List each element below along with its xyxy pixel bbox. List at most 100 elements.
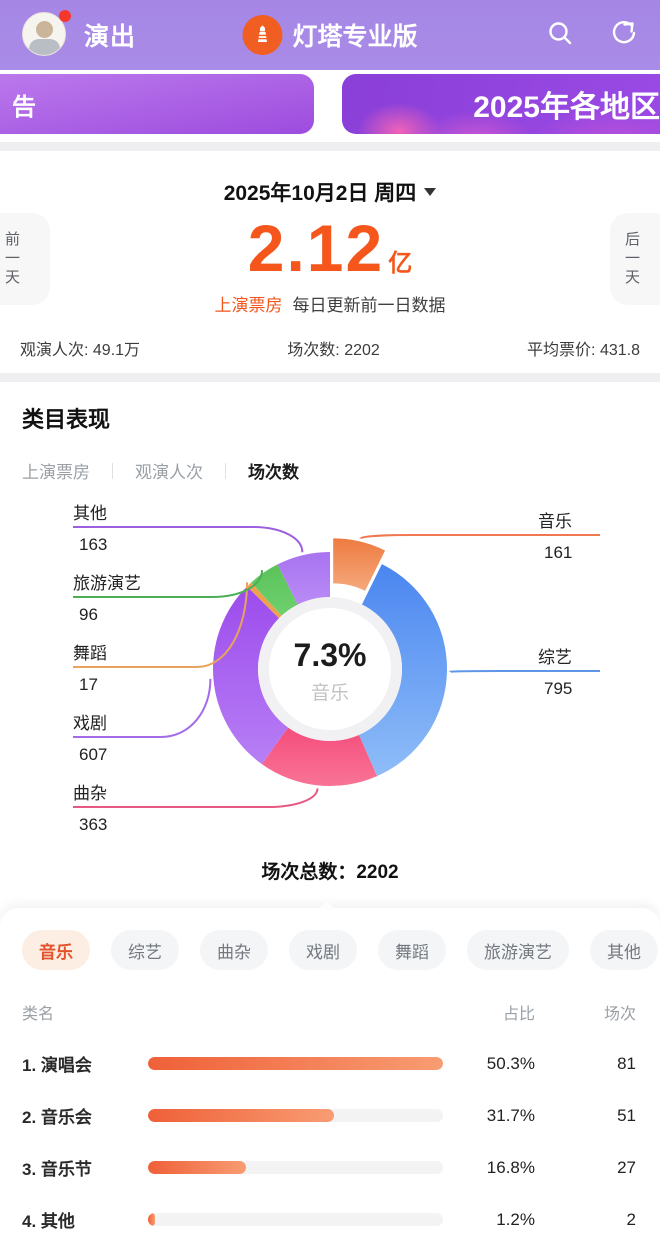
donut-slice-其他[interactable] xyxy=(277,552,330,605)
leader-line-综艺 xyxy=(448,670,600,673)
donut-hole xyxy=(269,608,391,730)
slice-label-其他: 其他 xyxy=(73,504,107,523)
slice-label-戏剧: 戏剧 xyxy=(73,714,107,733)
date-text: 2025年10月2日 周四 xyxy=(223,182,417,205)
boxoffice-caption: 上演票房 每日更新前一日数据 xyxy=(0,291,660,316)
pill-曲杂[interactable]: 曲杂 xyxy=(200,930,268,970)
prev-day-button[interactable]: 前一天 xyxy=(0,213,50,305)
row-count: 27 xyxy=(617,1157,636,1177)
slice-label-舞蹈: 舞蹈 xyxy=(73,644,107,663)
nav-title: 演出 xyxy=(84,23,137,51)
slice-value-综艺: 795 xyxy=(544,679,573,698)
tab-场次数[interactable]: 场次数 xyxy=(248,463,299,482)
banner-right-text: 2025年各地区 xyxy=(473,91,660,124)
stats-row: 观演人次: 49.1万 场次数: 2202 平均票价: 431.8 xyxy=(0,336,660,360)
daily-boxoffice-card: 2025年10月2日 周四 前一天 后一天 2.12 亿 上演票房 每日更新前一日数… xyxy=(0,151,660,373)
next-day-label: 后一天 xyxy=(623,230,640,288)
donut-slice-戏剧[interactable] xyxy=(212,586,289,765)
stat-item: 场次数: 2202 xyxy=(287,342,380,359)
slice-value-曲杂: 363 xyxy=(79,815,108,834)
bar-track xyxy=(148,1161,443,1174)
row-name: 1. 演唱会 xyxy=(22,1056,92,1075)
table-row[interactable]: 2. 音乐会 31.7% 51 xyxy=(22,1103,638,1128)
category-detail-card: 音乐 综艺 曲杂 戏剧 舞蹈 旅游演艺 其他 类名 占比 场次 1. 演唱会 50.3% 81 2… xyxy=(0,901,660,1242)
next-day-button[interactable]: 后一天 xyxy=(610,213,660,305)
tab-divider xyxy=(225,462,226,479)
boxoffice-value: 2.12 xyxy=(247,211,385,285)
bar-fill xyxy=(148,1109,334,1122)
donut-center-text: 7.3% 音乐 xyxy=(255,637,405,705)
table-row[interactable]: 1. 演唱会 50.3% 81 xyxy=(22,1051,638,1076)
category-pills: 音乐 综艺 曲杂 戏剧 舞蹈 旅游演艺 其他 xyxy=(22,930,658,970)
donut-slice-曲杂[interactable] xyxy=(261,727,378,786)
leader-line-旅游演艺 xyxy=(73,569,264,598)
table-row[interactable]: 4. 其他 1.2% 2 xyxy=(22,1207,638,1232)
banner-strip: 告 2025年各地区 xyxy=(0,70,660,142)
tab-上演票房[interactable]: 上演票房 xyxy=(22,463,90,482)
boxoffice-total: 2.12 亿 xyxy=(0,215,660,281)
header-count: 场次 xyxy=(603,1006,636,1023)
pill-舞蹈[interactable]: 舞蹈 xyxy=(378,930,446,970)
banner-left-text: 告 xyxy=(12,93,36,121)
card-notch xyxy=(318,901,336,909)
boxoffice-unit: 亿 xyxy=(388,250,413,277)
boxoffice-note: 每日更新前一日数据 xyxy=(292,296,446,315)
row-name: 2. 音乐会 xyxy=(22,1108,92,1127)
category-donut-chart: 7.3% 音乐 音乐 161 综艺 795 曲杂 363 戏剧 607 舞蹈 17 旅游演艺 96 其他… xyxy=(0,489,660,851)
leader-line-舞蹈 xyxy=(73,582,249,668)
slice-label-旅游演艺: 旅游演艺 xyxy=(73,574,141,593)
donut-slice-音乐[interactable] xyxy=(333,538,386,591)
row-percent: 50.3% xyxy=(486,1053,535,1073)
avatar[interactable] xyxy=(22,10,71,58)
total-sessions: 场次总数：2202 xyxy=(261,862,399,883)
donut-slice-综艺[interactable] xyxy=(358,564,448,777)
banner-left[interactable]: 告 xyxy=(0,74,314,134)
app-brand: 灯塔专业版 xyxy=(242,15,418,55)
row-percent: 1.2% xyxy=(496,1209,535,1229)
section-divider xyxy=(0,142,660,151)
row-count: 51 xyxy=(617,1105,636,1125)
donut-slice-旅游演艺[interactable] xyxy=(251,564,298,616)
section-title: 类目表现 xyxy=(22,407,111,432)
tab-观演人次[interactable]: 观演人次 xyxy=(135,463,203,482)
slice-label-音乐: 音乐 xyxy=(538,512,572,531)
leader-line-戏剧 xyxy=(73,678,212,738)
bar-fill xyxy=(148,1161,247,1174)
search-icon[interactable] xyxy=(546,19,574,52)
stat-item: 观演人次: 49.1万 xyxy=(20,342,141,359)
category-performance-section: 类目表现 上演票房 观演人次 场次数 7.3% 音乐 音乐 161 综艺 795 曲杂 363… xyxy=(0,382,660,1242)
banner-right[interactable]: 2025年各地区 xyxy=(342,74,660,134)
slice-value-旅游演艺: 96 xyxy=(79,605,98,624)
header-name: 类名 xyxy=(22,1006,55,1023)
table-row[interactable]: 3. 音乐节 16.8% 27 xyxy=(22,1155,638,1180)
donut-center-percent: 7.3% xyxy=(293,637,367,673)
pill-音乐[interactable]: 音乐 xyxy=(22,930,90,970)
slice-label-综艺: 综艺 xyxy=(538,648,572,667)
boxoffice-metric-label: 上演票房 xyxy=(214,296,283,315)
slice-label-曲杂: 曲杂 xyxy=(73,784,107,803)
chevron-down-icon xyxy=(424,188,437,196)
row-count: 81 xyxy=(617,1053,636,1073)
row-name: 4. 其他 xyxy=(22,1212,75,1231)
row-percent: 16.8% xyxy=(486,1157,535,1177)
pill-旅游演艺[interactable]: 旅游演艺 xyxy=(467,930,569,970)
row-name: 3. 音乐节 xyxy=(22,1160,92,1179)
bar-track xyxy=(148,1057,443,1070)
slice-value-舞蹈: 17 xyxy=(79,675,98,694)
user-avatar-image xyxy=(22,12,66,56)
donut-slice-舞蹈[interactable] xyxy=(247,582,282,619)
refresh-share-icon[interactable] xyxy=(610,19,638,52)
bar-fill xyxy=(148,1057,443,1070)
header-percent: 占比 xyxy=(502,1006,535,1023)
leader-line-曲杂 xyxy=(73,788,319,808)
slice-value-戏剧: 607 xyxy=(79,745,108,764)
table-header: 类名 占比 场次 xyxy=(22,1000,638,1024)
pill-其他[interactable]: 其他 xyxy=(590,930,658,970)
pill-综艺[interactable]: 综艺 xyxy=(111,930,179,970)
leader-line-音乐 xyxy=(359,534,600,540)
slice-value-音乐: 161 xyxy=(544,543,573,562)
date-selector[interactable]: 2025年10月2日 周四 xyxy=(224,151,437,207)
section-divider xyxy=(0,373,660,382)
pill-戏剧[interactable]: 戏剧 xyxy=(289,930,357,970)
